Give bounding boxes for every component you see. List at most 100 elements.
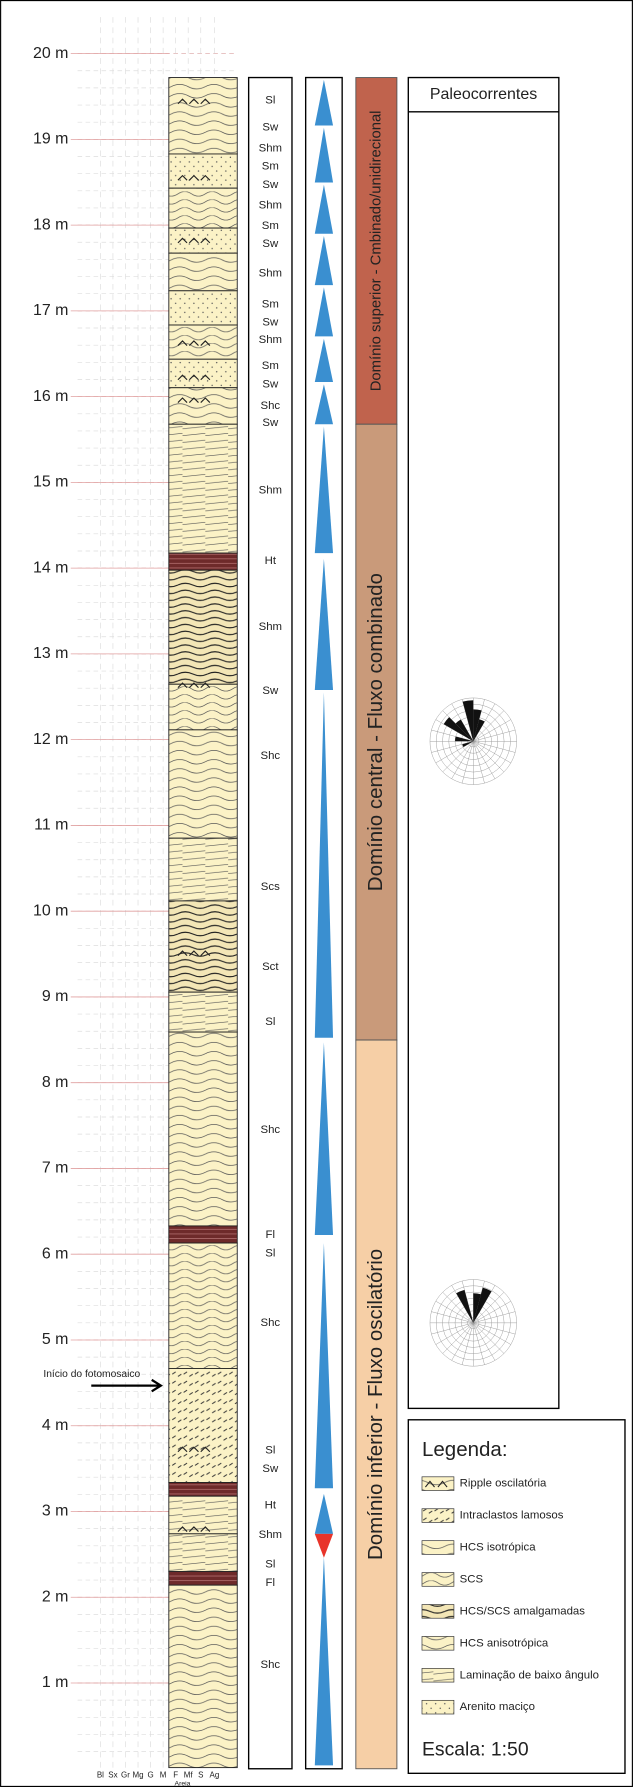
grain-size-label: Ag xyxy=(210,1771,220,1780)
facies-label: Sw xyxy=(262,317,279,329)
domain-label: Domínio inferior - Fluxo oscilatório xyxy=(364,1249,387,1560)
bed xyxy=(169,1571,237,1585)
depth-label: 14 m xyxy=(33,559,68,576)
facies-column xyxy=(249,78,292,1769)
facies-label: Shc xyxy=(260,1659,280,1671)
legend-swatch xyxy=(422,1668,454,1682)
depth-label: 4 m xyxy=(42,1417,69,1434)
facies-label: Sm xyxy=(262,299,279,311)
depth-label: 20 m xyxy=(33,45,68,62)
depth-label: 12 m xyxy=(33,731,68,748)
facies-label: Sl xyxy=(265,94,275,106)
legend-swatch xyxy=(422,1636,454,1650)
facies-label: Shm xyxy=(259,268,282,280)
bed xyxy=(169,838,237,901)
legend-item: Laminação de baixo ângulo xyxy=(460,1669,599,1681)
facies-label: Shm xyxy=(259,484,282,496)
grain-size-label: Sx xyxy=(108,1771,117,1780)
facies-label: Sw xyxy=(262,1463,279,1475)
grain-size-label: M xyxy=(160,1771,167,1780)
depth-label: 8 m xyxy=(42,1074,69,1091)
bed xyxy=(169,553,237,570)
facies-label: Sl xyxy=(265,1559,275,1571)
grain-size-label: Mf xyxy=(184,1771,194,1780)
bed xyxy=(169,1226,237,1243)
grain-size-label: G xyxy=(147,1771,153,1780)
facies-label: Fl xyxy=(266,1229,276,1241)
depth-label: 19 m xyxy=(33,131,68,148)
bed xyxy=(169,291,237,325)
depth-label: 2 m xyxy=(42,1588,69,1605)
facies-label: Ht xyxy=(265,1499,277,1511)
bed xyxy=(169,901,237,992)
depth-label: 1 m xyxy=(42,1674,69,1691)
legend-item: HCS isotrópica xyxy=(460,1542,537,1554)
legend-title: Legenda: xyxy=(422,1438,508,1461)
bed xyxy=(169,253,237,291)
domain-label: Domínio superior - Cmbinado/unidireciona… xyxy=(368,111,384,392)
legend-swatch xyxy=(422,1605,454,1619)
depth-label: 16 m xyxy=(33,388,68,405)
legend-swatch xyxy=(422,1509,454,1523)
legend-item: Ripple oscilatória xyxy=(460,1478,547,1490)
facies-label: Shm xyxy=(259,142,282,154)
depth-label: 5 m xyxy=(42,1331,69,1348)
facies-label: Sct xyxy=(262,961,279,973)
page: 1 m2 m3 m4 m5 m6 m7 m8 m9 m10 m11 m12 m1… xyxy=(0,0,633,1787)
facies-label: Sm xyxy=(262,220,279,232)
depth-label: 6 m xyxy=(42,1245,69,1262)
facies-label: Shc xyxy=(260,750,280,762)
facies-label: Fl xyxy=(266,1577,276,1589)
bed xyxy=(169,388,237,424)
facies-label: Sm xyxy=(262,161,279,173)
facies-label: Shc xyxy=(260,1317,280,1329)
facies-label: Sw xyxy=(262,417,279,429)
paleocurrent-box xyxy=(408,78,559,1409)
bed xyxy=(169,154,237,188)
depth-label: 11 m xyxy=(34,817,68,834)
legend-box xyxy=(408,1420,625,1774)
bed xyxy=(169,325,237,359)
bed xyxy=(169,78,237,154)
bed xyxy=(169,1032,237,1226)
facies-label: Ht xyxy=(265,555,277,567)
legend-swatch xyxy=(422,1700,454,1714)
facies-label: Sw xyxy=(262,685,279,697)
depth-label: 15 m xyxy=(33,474,68,491)
bed xyxy=(169,1534,237,1572)
figure: 1 m2 m3 m4 m5 m6 m7 m8 m9 m10 m11 m12 m1… xyxy=(0,0,633,1787)
facies-label: Sw xyxy=(262,122,279,134)
depth-label: 13 m xyxy=(33,645,68,662)
depth-label: 10 m xyxy=(33,902,68,919)
facies-label: Sw xyxy=(262,378,279,390)
facies-label: Shm xyxy=(259,621,282,633)
depth-label: 7 m xyxy=(42,1160,69,1177)
bed xyxy=(169,359,237,388)
legend-item: Arenito maciço xyxy=(460,1701,535,1713)
facies-label: Sw xyxy=(262,179,279,191)
grain-size-label: Gr xyxy=(121,1771,130,1780)
depth-label: 18 m xyxy=(33,216,68,233)
bed xyxy=(169,1368,237,1482)
grain-size-caption: Areia xyxy=(175,1780,191,1787)
legend-swatch xyxy=(422,1477,454,1491)
bed xyxy=(169,684,237,730)
paleocurrent-title: Paleocorrentes xyxy=(430,86,537,103)
facies-label: Shm xyxy=(259,334,282,346)
arrow xyxy=(91,1380,161,1391)
legend-swatch xyxy=(422,1541,454,1555)
facies-label: Sl xyxy=(265,1247,275,1259)
legend-scale: Escala: 1:50 xyxy=(422,1739,529,1761)
facies-label: Sm xyxy=(262,360,279,372)
facies-label: Sl xyxy=(265,1445,275,1457)
bed xyxy=(169,1585,237,1767)
legend-item: Intraclastos lamosos xyxy=(460,1510,564,1522)
bed xyxy=(169,570,237,684)
bed xyxy=(169,1496,237,1534)
bed xyxy=(169,424,237,553)
bed xyxy=(169,188,237,228)
facies-label: Shc xyxy=(260,400,280,412)
grain-size-label: F xyxy=(173,1771,178,1780)
legend-item: HCS/SCS amalgamadas xyxy=(460,1605,586,1617)
grain-size-label: S xyxy=(198,1771,203,1780)
